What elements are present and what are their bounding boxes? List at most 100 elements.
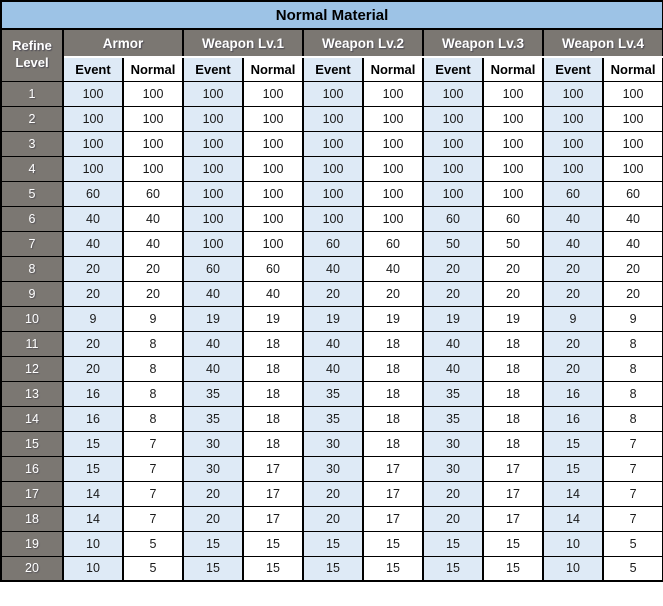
level-cell: 17 <box>0 480 64 507</box>
rate-cell: 40 <box>422 330 484 357</box>
rate-cell: 18 <box>242 430 304 457</box>
rate-cell: 40 <box>601 230 663 257</box>
rate-cell: 100 <box>422 180 484 207</box>
sub-header-normal: Normal <box>242 56 304 82</box>
rate-cell: 7 <box>601 480 663 507</box>
sub-header-event: Event <box>62 56 124 82</box>
table-row: 1 100 100 100 100 100 100 100 100 100 100 <box>0 80 663 107</box>
rate-cell: 14 <box>542 505 604 532</box>
rate-cell: 40 <box>362 255 424 282</box>
rate-cell: 14 <box>62 505 124 532</box>
rate-cell: 30 <box>302 455 364 482</box>
table-row: 10 9 9 19 19 19 19 19 19 9 9 <box>0 305 663 332</box>
table-row: 3 100 100 100 100 100 100 100 100 100 100 <box>0 130 663 157</box>
rate-cell: 9 <box>542 305 604 332</box>
rate-cell: 8 <box>122 405 184 432</box>
rate-cell: 20 <box>62 280 124 307</box>
table-row: 17 14 7 20 17 20 17 20 17 14 7 <box>0 480 663 507</box>
rate-cell: 100 <box>182 205 244 232</box>
table-row: 15 15 7 30 18 30 18 30 18 15 7 <box>0 430 663 457</box>
rate-cell: 8 <box>601 330 663 357</box>
sub-header-normal: Normal <box>122 56 184 82</box>
rate-cell: 100 <box>601 130 663 157</box>
rate-cell: 19 <box>422 305 484 332</box>
rate-cell: 15 <box>182 555 244 582</box>
rate-cell: 15 <box>62 455 124 482</box>
rate-cell: 20 <box>601 255 663 282</box>
rate-cell: 20 <box>62 355 124 382</box>
table-row: 11 20 8 40 18 40 18 40 18 20 8 <box>0 330 663 357</box>
rate-cell: 18 <box>362 355 424 382</box>
rate-cell: 15 <box>542 430 604 457</box>
level-cell: 9 <box>0 280 64 307</box>
rate-cell: 17 <box>482 480 544 507</box>
rate-cell: 5 <box>601 530 663 557</box>
rate-cell: 7 <box>601 430 663 457</box>
rate-cell: 60 <box>542 180 604 207</box>
rate-cell: 40 <box>542 230 604 257</box>
level-cell: 7 <box>0 230 64 257</box>
table-row: 20 10 5 15 15 15 15 15 15 10 5 <box>0 555 663 582</box>
rate-cell: 14 <box>62 480 124 507</box>
rate-cell: 19 <box>482 305 544 332</box>
rate-cell: 10 <box>62 555 124 582</box>
table-row: 18 14 7 20 17 20 17 20 17 14 7 <box>0 505 663 532</box>
rate-cell: 30 <box>422 430 484 457</box>
rate-cell: 100 <box>122 80 184 107</box>
refine-rate-table: Normal Material Refine Level Armor Weapon … <box>0 0 663 582</box>
rate-cell: 15 <box>302 530 364 557</box>
rate-cell: 100 <box>242 205 304 232</box>
level-cell: 16 <box>0 455 64 482</box>
rate-cell: 100 <box>422 105 484 132</box>
rate-cell: 100 <box>242 80 304 107</box>
rate-cell: 100 <box>182 105 244 132</box>
rate-cell: 5 <box>122 530 184 557</box>
table-row: 9 20 20 40 40 20 20 20 20 20 20 <box>0 280 663 307</box>
rate-cell: 20 <box>542 355 604 382</box>
rate-cell: 15 <box>302 555 364 582</box>
rate-cell: 7 <box>601 505 663 532</box>
rate-cell: 18 <box>362 330 424 357</box>
rate-cell: 15 <box>362 555 424 582</box>
rate-cell: 10 <box>542 530 604 557</box>
rate-cell: 100 <box>182 180 244 207</box>
rate-cell: 100 <box>62 80 124 107</box>
rate-cell: 100 <box>242 130 304 157</box>
rate-cell: 100 <box>362 80 424 107</box>
rate-cell: 100 <box>62 105 124 132</box>
rate-cell: 60 <box>62 180 124 207</box>
sub-header-normal: Normal <box>601 56 663 82</box>
group-header: Weapon Lv.1 <box>182 28 304 58</box>
rate-cell: 18 <box>242 380 304 407</box>
rate-cell: 100 <box>242 230 304 257</box>
rate-cell: 16 <box>62 380 124 407</box>
rate-cell: 35 <box>182 405 244 432</box>
table-row: 19 10 5 15 15 15 15 15 15 10 5 <box>0 530 663 557</box>
rate-cell: 17 <box>362 505 424 532</box>
rate-cell: 100 <box>542 105 604 132</box>
rate-cell: 60 <box>482 205 544 232</box>
rate-cell: 100 <box>482 105 544 132</box>
table-row: 7 40 40 100 100 60 60 50 50 40 40 <box>0 230 663 257</box>
rate-cell: 100 <box>601 80 663 107</box>
rate-cell: 100 <box>122 130 184 157</box>
rate-cell: 15 <box>422 530 484 557</box>
rate-cell: 20 <box>302 280 364 307</box>
rate-cell: 100 <box>182 80 244 107</box>
rate-cell: 35 <box>182 380 244 407</box>
table-row: 13 16 8 35 18 35 18 35 18 16 8 <box>0 380 663 407</box>
rate-cell: 9 <box>601 305 663 332</box>
rate-cell: 18 <box>482 405 544 432</box>
level-cell: 15 <box>0 430 64 457</box>
rate-cell: 100 <box>62 130 124 157</box>
rate-cell: 20 <box>62 330 124 357</box>
sub-header-event: Event <box>182 56 244 82</box>
rate-cell: 40 <box>182 330 244 357</box>
rate-cell: 100 <box>122 155 184 182</box>
rate-cell: 15 <box>242 555 304 582</box>
rate-cell: 20 <box>422 480 484 507</box>
group-header: Weapon Lv.2 <box>302 28 424 58</box>
rate-cell: 40 <box>542 205 604 232</box>
refine-header-line2: Level <box>15 55 49 71</box>
rate-cell: 60 <box>242 255 304 282</box>
